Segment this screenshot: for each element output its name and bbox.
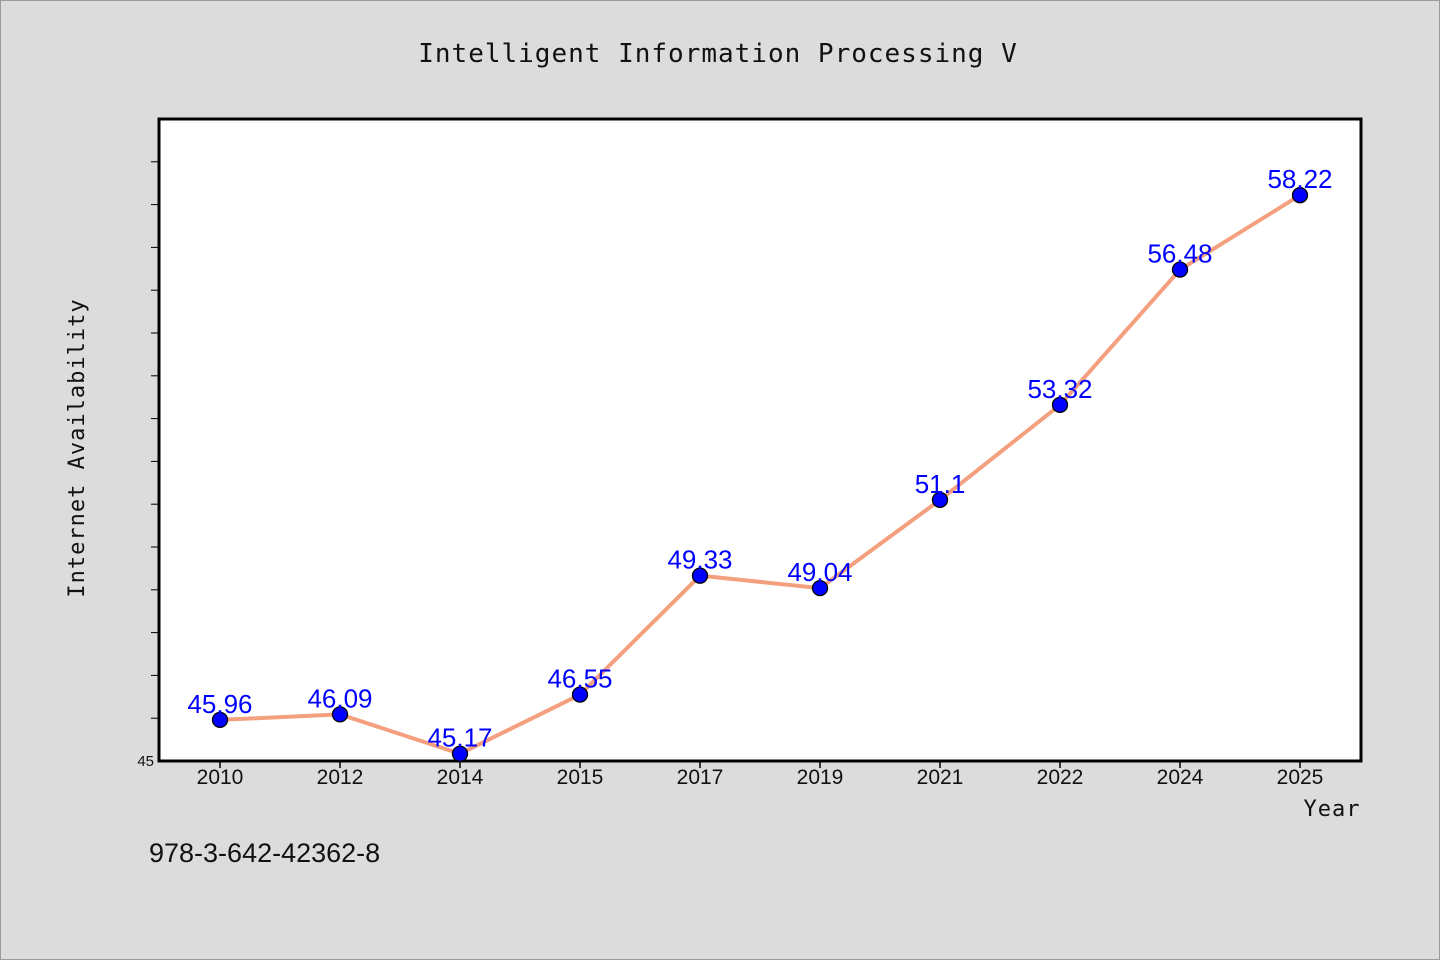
data-label: 49.04 <box>787 557 852 587</box>
data-label: 45.17 <box>427 723 492 753</box>
series-line <box>218 193 1302 756</box>
data-label: 51.1 <box>915 469 966 499</box>
x-axis: 2010 2012 2014 2015 2017 2019 2021 2022 2024 2025 <box>197 761 1324 789</box>
x-tick-label: 2025 <box>1277 766 1324 789</box>
data-label: 49.33 <box>667 545 732 575</box>
y-tick-label: 45 <box>137 753 154 770</box>
data-label: 46.55 <box>547 664 612 694</box>
data-label: 46.09 <box>307 683 372 713</box>
data-point <box>1171 261 1189 278</box>
x-tick-label: 2012 <box>317 766 364 789</box>
data-labels: 45.96 46.09 45.17 46.55 49.33 49.04 51.1 53.32 5… <box>187 164 1332 753</box>
x-tick-label: 2022 <box>1037 766 1084 789</box>
data-point <box>931 491 949 509</box>
x-tick-label: 2014 <box>437 766 484 789</box>
plot-area <box>157 117 1363 763</box>
data-label: 58.22 <box>1267 164 1332 194</box>
data-point <box>1291 187 1309 204</box>
data-point <box>1051 396 1069 414</box>
data-point <box>571 686 589 703</box>
data-point <box>331 706 349 723</box>
x-tick-label: 2017 <box>677 766 724 789</box>
chart-title: Intelligent Information Processing V <box>418 39 1018 69</box>
x-tick-label: 2021 <box>917 766 964 789</box>
y-axis-label: Internet Availability <box>65 298 90 597</box>
data-point <box>691 567 709 584</box>
data-label: 45.96 <box>187 689 252 719</box>
data-label: 56.48 <box>1147 239 1212 269</box>
x-axis-label: Year <box>1304 797 1361 822</box>
data-markers <box>211 187 1309 762</box>
data-point <box>451 745 469 762</box>
data-point <box>811 579 829 597</box>
x-tick-label: 2019 <box>797 766 844 789</box>
x-tick-label: 2024 <box>1157 766 1204 789</box>
y-axis-ticks: 45 <box>137 161 159 770</box>
data-point <box>211 711 229 729</box>
data-label: 53.32 <box>1027 374 1092 404</box>
x-tick-label: 2010 <box>197 766 244 789</box>
isbn-text: 978-3-642-42362-8 <box>149 838 380 868</box>
x-tick-label: 2015 <box>557 766 604 789</box>
